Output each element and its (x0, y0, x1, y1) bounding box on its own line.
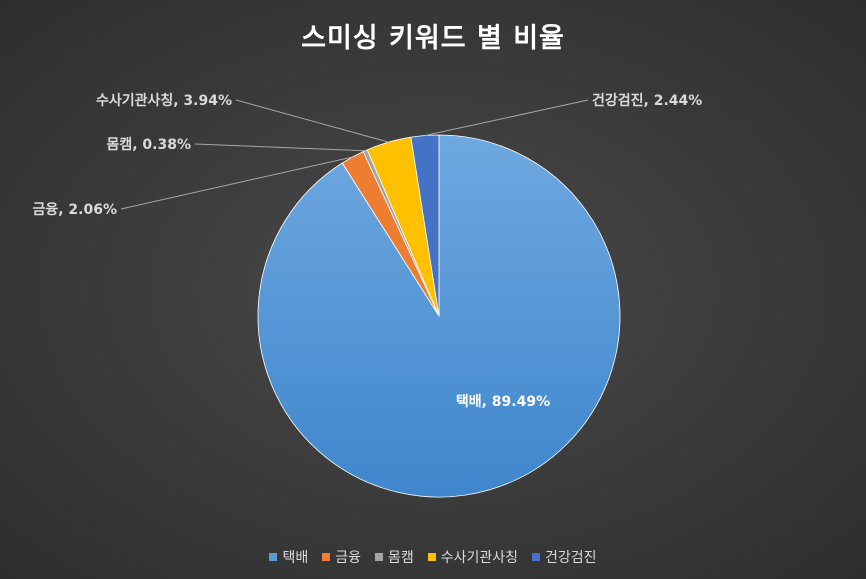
data-label-4: 수사기관사칭, 3.94% (96, 92, 232, 109)
chart-title: 스미싱 키워드 별 비율 (301, 23, 565, 54)
legend-label-5: 건강검진 (545, 550, 597, 566)
legend-label-1: 택배 (282, 550, 309, 566)
legend-label-4: 수사기관사칭 (440, 550, 519, 566)
legend-item-1: 택배 (269, 547, 308, 567)
legend-swatch-4 (427, 553, 436, 561)
data-label-2: 금융, 2.06% (32, 202, 117, 218)
legend-swatch-1 (269, 553, 278, 561)
legend-item-5: 건강검진 (532, 547, 597, 567)
leader-line-4 (235, 99, 389, 143)
pie-slice-5 (410, 134, 440, 317)
legend-swatch-2 (322, 553, 331, 561)
legend-label-3: 몸캠 (387, 550, 414, 566)
legend-swatch-3 (374, 553, 383, 561)
data-label-1: 택배, 89.49% (456, 393, 550, 410)
legend-swatch-5 (532, 553, 541, 561)
chart-legend: 택배 금융 몸캠 수사기관사칭 건강검진 (0, 547, 866, 567)
legend-label-2: 금융 (335, 550, 361, 566)
data-label-5: 건강검진, 2.44% (592, 92, 702, 109)
legend-item-3: 몸캠 (374, 547, 414, 567)
leader-line-5 (424, 99, 589, 137)
data-label-3: 몸캠, 0.38% (106, 136, 191, 153)
legend-item-4: 수사기관사칭 (427, 547, 519, 567)
legend-item-2: 금융 (322, 547, 361, 567)
leader-line-3 (194, 143, 366, 152)
leader-line-2 (120, 156, 353, 210)
